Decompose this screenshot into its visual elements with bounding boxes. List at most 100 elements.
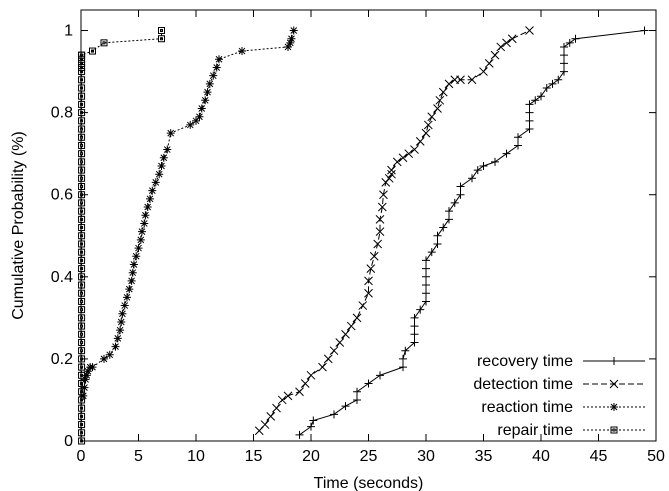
data-point-inner [160, 29, 163, 33]
data-point [141, 211, 150, 220]
y-axis-ticks: 0 0.2 0.4 0.6 0.8 1 [51, 23, 656, 450]
x-tick-label: 15 [245, 448, 263, 465]
data-point [80, 383, 89, 392]
data-point [78, 371, 86, 379]
data-point [560, 59, 568, 68]
data-point [445, 207, 453, 216]
y-tick-label: 0 [64, 433, 73, 450]
x-tick-label: 10 [187, 448, 205, 465]
data-point [287, 34, 296, 43]
data-point [100, 354, 108, 363]
data-point [132, 252, 141, 261]
data-point-inner [80, 234, 84, 238]
data-point [525, 125, 534, 134]
data-point [502, 38, 511, 48]
data-point [384, 173, 394, 183]
data-point [479, 67, 488, 76]
series-line [81, 30, 162, 441]
data-point [123, 293, 131, 302]
data-point-inner [80, 102, 84, 106]
data-point [78, 396, 86, 404]
data-point [146, 194, 154, 203]
legend-label: recovery time [477, 353, 573, 370]
legend-label: detection time [473, 376, 573, 393]
data-point-inner [80, 119, 84, 123]
data-point [81, 375, 90, 384]
data-point-inner [80, 267, 84, 271]
data-point-inner [80, 398, 84, 402]
data-point [468, 174, 476, 183]
data-point [78, 84, 86, 92]
x-tick-label: 50 [647, 448, 665, 465]
data-point [136, 235, 145, 244]
data-point [266, 412, 276, 421]
data-point [427, 112, 437, 122]
data-point [289, 26, 298, 35]
data-point [78, 174, 86, 182]
data-point [364, 379, 373, 388]
data-point [78, 207, 86, 215]
data-point-inner [80, 390, 84, 394]
data-point [456, 75, 465, 85]
data-point [78, 92, 86, 100]
data-point [295, 387, 304, 397]
data-point [399, 363, 407, 372]
data-point [238, 47, 246, 56]
data-point [387, 169, 396, 179]
data-point [137, 227, 146, 236]
data-point [116, 326, 125, 335]
data-point [554, 75, 563, 84]
data-point [78, 380, 86, 388]
data-point-inner [80, 283, 84, 287]
data-point [88, 363, 97, 372]
data-point [134, 244, 143, 253]
data-point-inner [80, 316, 84, 320]
legend-item: recovery time [477, 353, 645, 370]
data-point [496, 42, 506, 52]
x-tick-label: 25 [360, 448, 378, 465]
data-point [542, 83, 551, 92]
data-point-inner [80, 423, 84, 427]
y-tick-label: 0.2 [51, 351, 73, 368]
data-point-inner [80, 193, 84, 197]
data-point [143, 203, 152, 212]
data-point-inner [80, 357, 84, 361]
data-point [640, 26, 649, 35]
data-point [260, 420, 270, 429]
data-point [78, 117, 86, 125]
legend-marker [610, 357, 618, 365]
data-point [286, 38, 295, 47]
x-tick-label: 45 [590, 448, 608, 465]
data-point [387, 165, 396, 175]
data-point [422, 256, 430, 265]
data-point [158, 27, 165, 35]
x-tick-label: 35 [475, 448, 493, 465]
y-tick-label: 0.6 [51, 187, 73, 204]
data-point [467, 75, 477, 85]
data-point-inner [80, 226, 84, 230]
data-point [507, 34, 517, 44]
data-point-inner [80, 53, 84, 57]
data-point [78, 273, 86, 281]
data-point [78, 158, 86, 166]
data-point-inner [80, 94, 84, 98]
data-point [366, 264, 376, 273]
legend-label: repair time [497, 422, 573, 439]
data-point [79, 391, 88, 400]
data-point [78, 215, 86, 223]
x-axis-title: Time (seconds) [314, 475, 424, 491]
data-point [525, 26, 534, 35]
data-point [537, 92, 545, 101]
data-point [439, 223, 448, 232]
data-point [373, 239, 383, 249]
data-point [78, 437, 86, 445]
data-point [473, 166, 482, 175]
data-point [78, 133, 86, 141]
data-point [155, 170, 164, 179]
data-point-inner [80, 127, 84, 131]
data-point [78, 281, 86, 289]
data-point [78, 240, 86, 248]
legend-marker [610, 426, 618, 434]
data-point [78, 306, 86, 314]
series-repair-time [78, 27, 165, 445]
